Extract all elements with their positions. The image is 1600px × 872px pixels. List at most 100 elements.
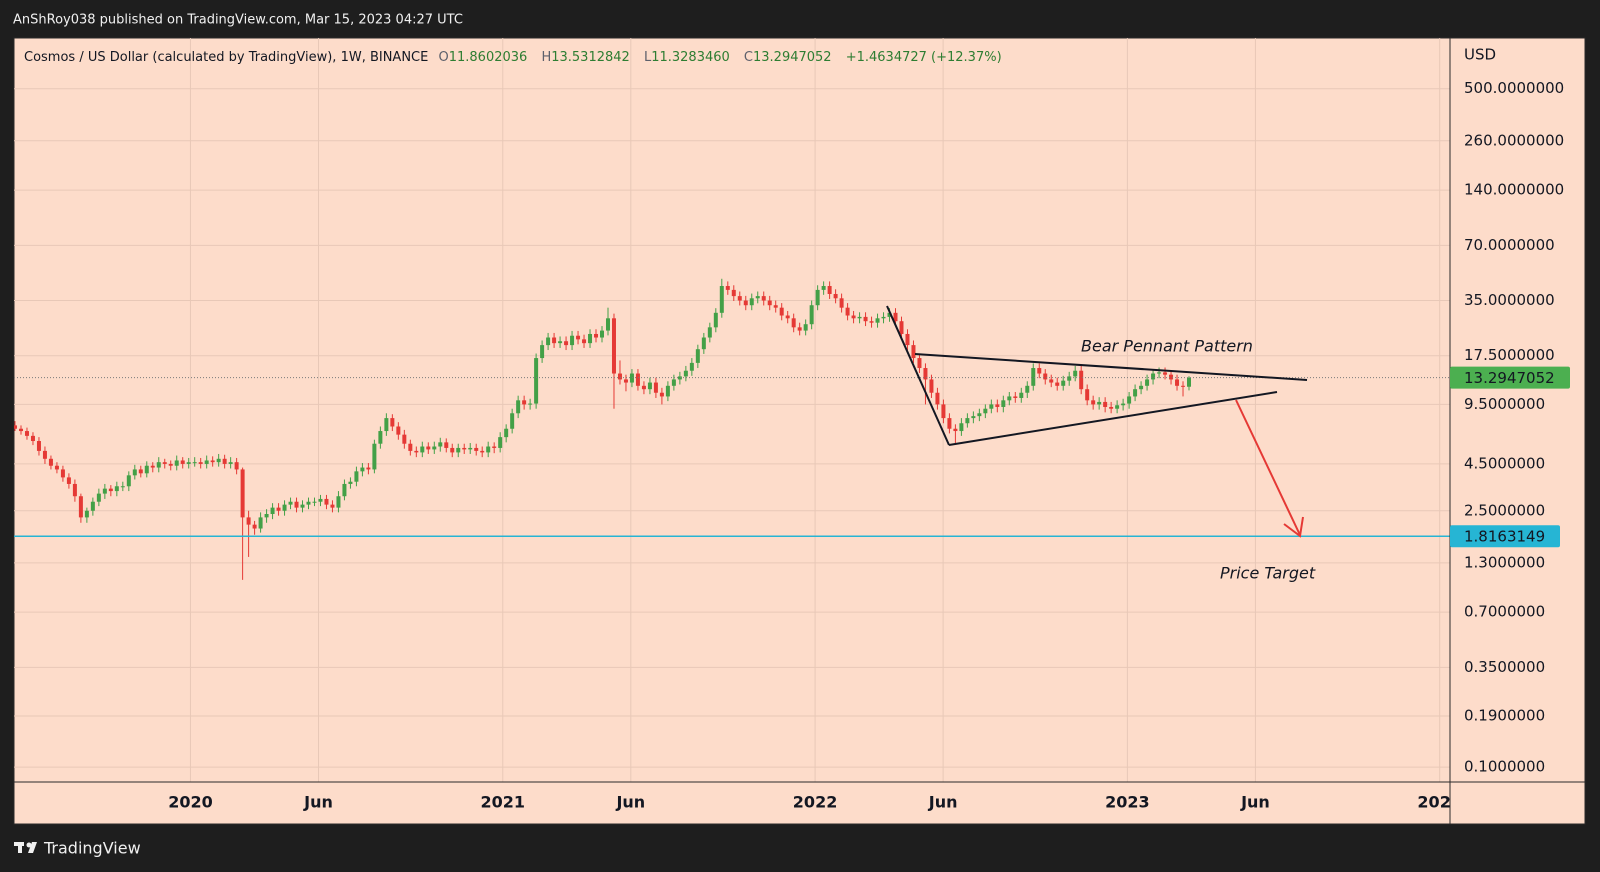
x-tick-label: 2022 [793, 793, 838, 812]
candle-body [977, 413, 982, 417]
candle-body [366, 467, 371, 470]
candle-body [1079, 370, 1084, 390]
legend-label: O [439, 50, 449, 65]
candle-body [1133, 389, 1138, 397]
candle-body [935, 392, 940, 405]
candle-body [821, 286, 826, 290]
candle-body [324, 498, 329, 505]
candle-body [1061, 380, 1066, 386]
candle-body [564, 341, 569, 346]
candle-body [623, 379, 628, 383]
candle-body [1103, 401, 1108, 407]
symbol: Cosmos / US Dollar (calculated by Tradin… [24, 50, 428, 65]
candle-body [881, 316, 886, 319]
candle-body [671, 379, 676, 386]
y-tick-label: 0.3500000 [1464, 658, 1545, 676]
candle-body [414, 450, 419, 453]
candle-body [18, 428, 23, 432]
y-tick-label: 70.0000000 [1464, 236, 1555, 254]
candle-body [815, 289, 820, 306]
legend: Cosmos / US Dollar (calculated by Tradin… [24, 50, 1002, 65]
candle-body [408, 443, 413, 451]
candle-body [1163, 372, 1168, 375]
candle-body [402, 434, 407, 444]
legend-value: 13.5312842 [551, 50, 630, 65]
candle-body [42, 450, 47, 459]
candle-body [522, 400, 527, 405]
y-tick-label: 1.3000000 [1464, 553, 1545, 571]
candle-body [1055, 382, 1060, 386]
candle-body [264, 514, 269, 518]
candle-body [72, 483, 77, 497]
candle-body [132, 469, 137, 476]
legend-value: 11.8602036 [449, 50, 528, 65]
candle-body [468, 447, 473, 450]
candle-body [222, 458, 227, 464]
candle-body [372, 443, 377, 470]
candle-body [318, 498, 323, 502]
candle-body [282, 504, 287, 511]
candle-body [1139, 385, 1144, 390]
candle-body [1067, 376, 1072, 381]
footer-brand: TradingView [43, 839, 141, 858]
candle-body [839, 298, 844, 308]
y-tick-label: 17.5000000 [1464, 346, 1555, 364]
legend-label: H [541, 50, 551, 65]
candle-body [659, 392, 664, 397]
candle-body [168, 463, 173, 466]
footer-logo [14, 842, 37, 853]
candle-body [426, 446, 431, 450]
candle-body [30, 435, 35, 442]
candle-body [14, 425, 17, 429]
candle-body [1169, 374, 1174, 380]
candle-body [947, 418, 952, 429]
candle-body [396, 426, 401, 435]
candle-body [695, 349, 700, 363]
x-tick-label: 2020 [168, 793, 213, 812]
candle-body [1001, 400, 1006, 407]
candle-body [330, 504, 335, 508]
candle-body [677, 376, 682, 380]
candle-body [78, 496, 83, 518]
candle-body [737, 296, 742, 301]
candle-body [534, 358, 539, 404]
candle-body [995, 404, 1000, 407]
drawings [886, 305, 1308, 538]
x-tick-label: 2024 [1417, 793, 1462, 812]
candle-body [1085, 389, 1090, 401]
candle-body [336, 496, 341, 508]
pattern-label: Bear Pennant Pattern [1081, 337, 1253, 356]
candle-body [252, 524, 257, 529]
candle-body [851, 315, 856, 319]
candle-body [791, 318, 796, 328]
candle-body [863, 316, 868, 322]
candle-body [833, 293, 838, 299]
logo-part [28, 842, 37, 853]
candle-body [923, 368, 928, 380]
candle-body [893, 312, 898, 322]
candle-body [689, 362, 694, 371]
candle-body [1157, 372, 1162, 374]
candle-body [1019, 392, 1024, 398]
candle-body [917, 358, 922, 369]
candle-body [971, 416, 976, 419]
candle-body [665, 385, 670, 397]
last-price-label: 13.2947052 [1464, 369, 1555, 387]
legend-value: 13.2947052 [753, 50, 832, 65]
candle-body [857, 316, 862, 319]
candle-body [114, 486, 119, 492]
candle-body [989, 404, 994, 409]
y-tick-label: 2.5000000 [1464, 501, 1545, 519]
candle-body [635, 373, 640, 386]
y-tick-label: 140.0000000 [1464, 181, 1564, 199]
candle-body [785, 315, 790, 319]
candle-body [929, 379, 934, 393]
candle-body [1031, 368, 1036, 386]
x-tick-label: Jun [928, 793, 958, 812]
candle-body [1013, 396, 1018, 398]
candle-body [1127, 396, 1132, 404]
candle-body [1049, 379, 1054, 383]
candle-body [803, 324, 808, 331]
y-tick-label: 0.1900000 [1464, 707, 1545, 725]
candle-body [348, 481, 353, 484]
